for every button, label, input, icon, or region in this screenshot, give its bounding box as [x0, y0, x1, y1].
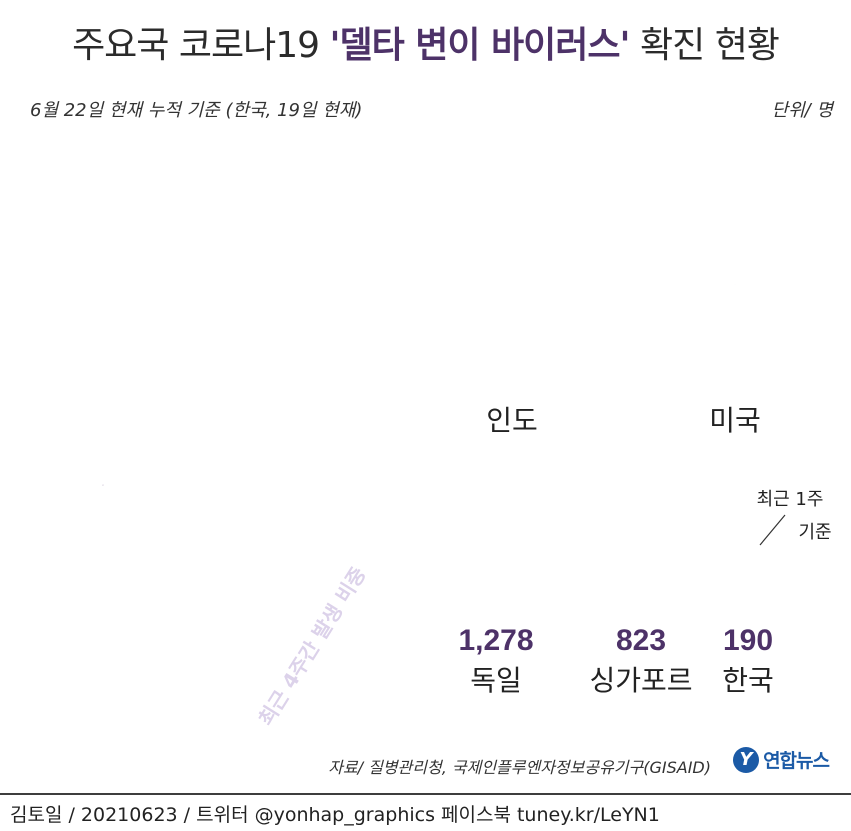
recent-share-wedge-uk: [102, 484, 104, 486]
value-label-korea: 190: [723, 624, 773, 657]
unit-label: 단위/ 명: [771, 100, 833, 121]
title-prefix: 주요국 코로나19: [72, 25, 330, 66]
yonhap-logo: Y 연합뉴스: [733, 746, 830, 773]
category-label-singapore: 싱가포르: [589, 664, 692, 697]
logo-mark-icon: Y: [733, 746, 760, 773]
category-label-germany: 독일: [470, 664, 522, 697]
category-label-uk: 영국: [79, 484, 131, 517]
value-label-india: 6,656: [464, 265, 559, 307]
logo-text: 연합뉴스: [763, 750, 830, 772]
category-label-usa: 미국: [709, 404, 761, 437]
title-highlight: '델타 변이 바이러스': [329, 25, 630, 66]
value-label-singapore: 823: [616, 624, 666, 657]
korea-note-line2: 기준: [798, 522, 831, 543]
value-label-usa: 3,358: [695, 267, 775, 303]
chart-subtitle: 6월 22일 현재 누적 기준 (한국, 19일 현재): [30, 100, 363, 121]
chart-title: 주요국 코로나19 '델타 변이 바이러스' 확진 현황: [0, 16, 851, 68]
source-note: 자료/ 질병관리청, 국제인플루엔자정보공유기구(GISAID): [328, 758, 711, 777]
uk-share-annotation: 최근 4주간 발생 비중: [254, 563, 371, 730]
value-label-germany: 1,278: [458, 624, 533, 657]
korea-note-leader: [759, 514, 786, 546]
title-suffix: 확진 현황: [629, 25, 780, 66]
korea-note-line1: 최근 1주: [757, 489, 824, 510]
category-label-india: 인도: [486, 404, 538, 437]
value-label-uk: 55,527: [32, 425, 179, 481]
category-label-korea: 한국: [722, 664, 774, 697]
credit-line: 김토일 / 20210623 / 트위터 @yonhap_graphics 페이…: [10, 804, 660, 826]
footer-divider: [0, 793, 851, 795]
